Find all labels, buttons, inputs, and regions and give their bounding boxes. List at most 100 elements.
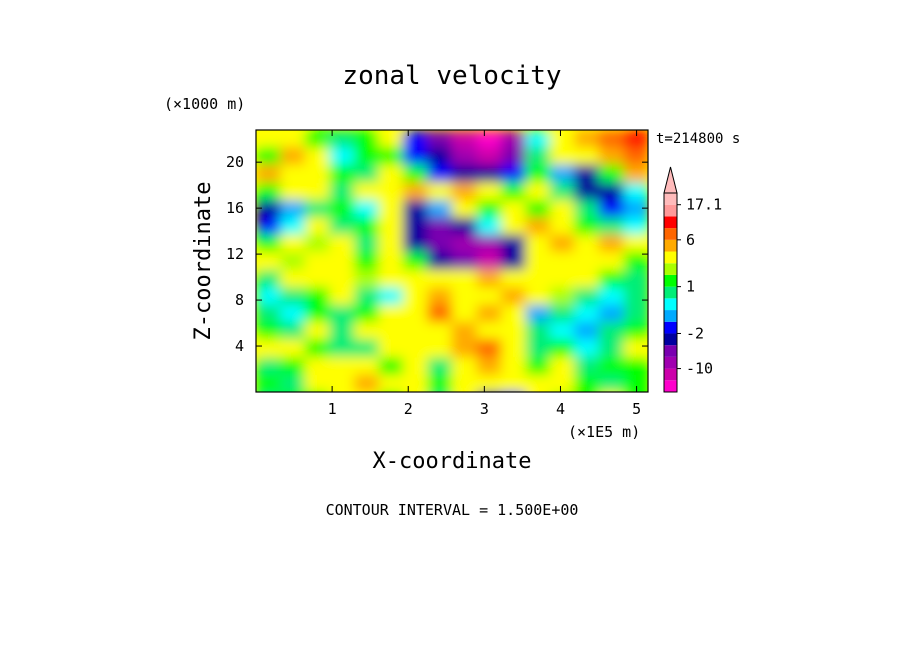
colorbar-swatch xyxy=(664,239,677,252)
field-cell xyxy=(402,164,429,183)
colorbar-swatch xyxy=(664,274,677,287)
field-cell xyxy=(378,251,405,270)
field-cell xyxy=(280,251,307,270)
field-cell xyxy=(427,164,454,183)
field-cell xyxy=(304,304,331,323)
field-cell xyxy=(574,164,601,183)
y-unit-label: (×1000 m) xyxy=(164,95,245,113)
field-cell xyxy=(501,217,527,236)
field-cell xyxy=(402,182,429,201)
colorbar-swatch xyxy=(664,216,677,229)
field-cell xyxy=(402,304,429,323)
field-cell xyxy=(280,147,307,166)
y-axis-label: Z-coordinate xyxy=(191,182,216,341)
y-tick-label: 12 xyxy=(226,245,244,263)
colorbar-swatch xyxy=(664,356,677,369)
field-cell xyxy=(280,339,307,357)
field-cell xyxy=(304,147,331,166)
field-cell xyxy=(598,234,625,253)
colorbar-swatch xyxy=(664,204,677,217)
field-cell xyxy=(549,147,576,166)
field-cell xyxy=(574,270,601,289)
y-tick-label: 16 xyxy=(226,199,244,217)
field-cell xyxy=(549,200,576,218)
field-cell xyxy=(476,147,503,166)
field-cell xyxy=(354,130,381,148)
field-cell xyxy=(476,287,503,306)
field-cell xyxy=(623,304,648,323)
field-cell xyxy=(501,200,527,218)
field-cell xyxy=(574,130,601,148)
field-cell xyxy=(329,164,355,183)
field-cell xyxy=(402,251,429,270)
x-axis: 1 2 3 4 5 xyxy=(328,130,641,418)
field-cell xyxy=(280,234,307,253)
field-cell xyxy=(501,304,527,323)
field-cell xyxy=(452,392,478,410)
field-cell xyxy=(525,270,552,289)
field-cell xyxy=(378,339,405,357)
field-cell xyxy=(598,287,625,306)
field-cell xyxy=(329,251,355,270)
field-cell xyxy=(598,251,625,270)
field-cell xyxy=(623,339,648,357)
field-cell xyxy=(451,287,478,306)
colorbar-label: 6 xyxy=(686,231,695,249)
field-cell xyxy=(354,339,381,357)
field-cell xyxy=(256,270,282,289)
field-cell xyxy=(329,200,355,218)
field-cell xyxy=(525,164,552,183)
field-cell xyxy=(354,374,381,392)
field-cell xyxy=(280,392,306,410)
field-cell xyxy=(525,200,552,218)
field-cell xyxy=(574,392,600,410)
field-cell xyxy=(354,147,381,166)
field-cell xyxy=(574,251,601,270)
field-cell xyxy=(598,147,625,166)
field-cell xyxy=(525,147,552,166)
field-cell xyxy=(549,287,576,306)
field-cell xyxy=(476,321,503,340)
field-cell xyxy=(354,164,381,183)
field-cell xyxy=(329,234,355,253)
field-cell xyxy=(574,357,601,376)
field-cell xyxy=(525,251,552,270)
field-cell xyxy=(451,304,478,323)
field-cell xyxy=(549,251,576,270)
field-cell xyxy=(451,251,478,270)
field-cell xyxy=(304,339,331,357)
field-cell xyxy=(501,182,527,201)
field-cell xyxy=(402,147,429,166)
field-cell xyxy=(623,287,648,306)
field-cell xyxy=(427,200,454,218)
field-cell xyxy=(402,357,429,376)
field-cell xyxy=(329,339,355,357)
field-cell xyxy=(378,200,405,218)
field-cell xyxy=(574,200,601,218)
field-cell xyxy=(623,147,648,166)
field-cell xyxy=(329,287,355,306)
field-cell xyxy=(549,234,576,253)
field-cell xyxy=(501,339,527,357)
field-cell xyxy=(599,392,625,410)
field-cell xyxy=(451,200,478,218)
field-cell xyxy=(256,147,282,166)
field-cell xyxy=(451,339,478,357)
field-cell xyxy=(623,251,648,270)
field-cell xyxy=(623,374,648,392)
field-cell xyxy=(598,200,625,218)
y-tick-label: 8 xyxy=(235,291,244,309)
field-cell xyxy=(402,287,429,306)
colorbar-swatch xyxy=(664,310,677,322)
field-cell xyxy=(402,270,429,289)
field-cell xyxy=(329,147,355,166)
field-cell xyxy=(525,217,552,236)
field-cell xyxy=(354,392,380,410)
field-cell xyxy=(378,321,405,340)
field-cell xyxy=(598,357,625,376)
colorbar-label: 1 xyxy=(686,278,695,296)
field-cell xyxy=(623,270,648,289)
field-cell xyxy=(623,164,648,183)
field-cell xyxy=(476,270,503,289)
field-cell xyxy=(476,304,503,323)
